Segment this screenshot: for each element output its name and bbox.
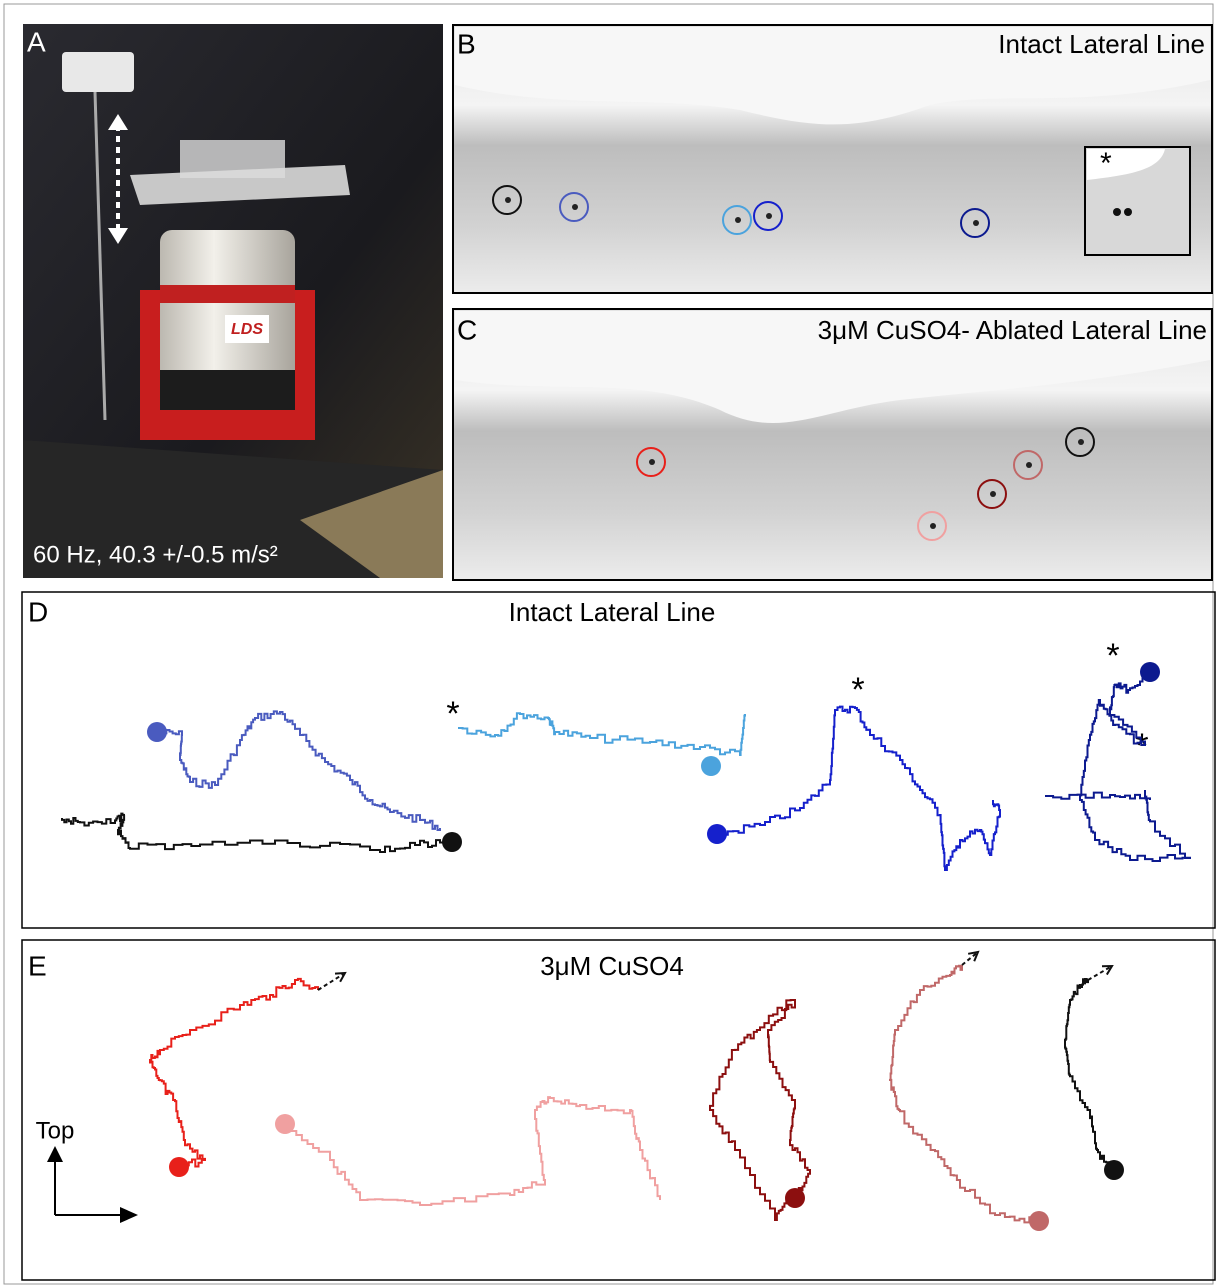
marker: * bbox=[851, 671, 864, 709]
marker: * bbox=[1100, 147, 1112, 180]
trajectory bbox=[1080, 672, 1190, 861]
fish-dot bbox=[930, 523, 936, 529]
marker: * bbox=[1106, 637, 1119, 675]
fish-dot bbox=[572, 204, 578, 210]
trajectory bbox=[1045, 793, 1150, 800]
trajectory bbox=[890, 965, 1039, 1222]
start-dot bbox=[275, 1114, 295, 1134]
arrow-head bbox=[1102, 966, 1112, 975]
caption: 60 Hz, 40.3 +/-0.5 m/s² bbox=[33, 541, 278, 568]
fish-dot bbox=[1026, 462, 1032, 468]
start-dot bbox=[1104, 1160, 1124, 1180]
panel-title: Intact Lateral Line bbox=[509, 597, 716, 627]
trajectory bbox=[1065, 979, 1114, 1170]
trajectory bbox=[717, 707, 1000, 870]
figure: LDS A 60 Hz, 40.3 +/-0.5 m/s² * B Intact… bbox=[0, 0, 1217, 1288]
panel-a: LDS A 60 Hz, 40.3 +/-0.5 m/s² bbox=[23, 24, 443, 578]
start-dot bbox=[785, 1188, 805, 1208]
panel-d: D Intact Lateral Line * * * * bbox=[22, 592, 1215, 928]
trajectory bbox=[458, 713, 745, 755]
start-dot bbox=[147, 722, 167, 742]
fish-dot bbox=[1078, 439, 1084, 445]
panel-title: 3μM CuSO4 bbox=[540, 951, 684, 981]
trajectory bbox=[150, 979, 318, 1167]
start-dot bbox=[1029, 1211, 1049, 1231]
trajectory bbox=[710, 1000, 810, 1220]
fish-dot bbox=[505, 197, 511, 203]
axis-label: Top bbox=[36, 1117, 75, 1144]
panel-c: C 3μM CuSO4- Ablated Lateral Line bbox=[453, 309, 1212, 580]
trajectory bbox=[157, 711, 440, 830]
start-dot bbox=[169, 1157, 189, 1177]
panel-label: A bbox=[27, 26, 46, 57]
start-dot bbox=[701, 756, 721, 776]
panel-b: * B Intact Lateral Line bbox=[453, 25, 1212, 293]
start-dot bbox=[1140, 662, 1160, 682]
brand-logo: LDS bbox=[231, 321, 263, 338]
start-dot bbox=[442, 832, 462, 852]
trajectory bbox=[285, 1097, 660, 1205]
sensor bbox=[62, 52, 134, 92]
panel-title: Intact Lateral Line bbox=[998, 29, 1205, 59]
fish-dot bbox=[990, 491, 996, 497]
panel-title: 3μM CuSO4- Ablated Lateral Line bbox=[818, 315, 1207, 345]
trajectory bbox=[62, 814, 452, 852]
panel-label: D bbox=[28, 596, 48, 627]
fish-dot bbox=[766, 213, 772, 219]
fish-dot bbox=[649, 459, 655, 465]
panel-label: C bbox=[457, 314, 477, 345]
start-dot bbox=[707, 824, 727, 844]
panel-label: E bbox=[28, 950, 47, 981]
fish-dot bbox=[735, 217, 741, 223]
fish-dot bbox=[973, 220, 979, 226]
marker: * bbox=[446, 695, 459, 733]
panel-label: B bbox=[457, 28, 476, 59]
